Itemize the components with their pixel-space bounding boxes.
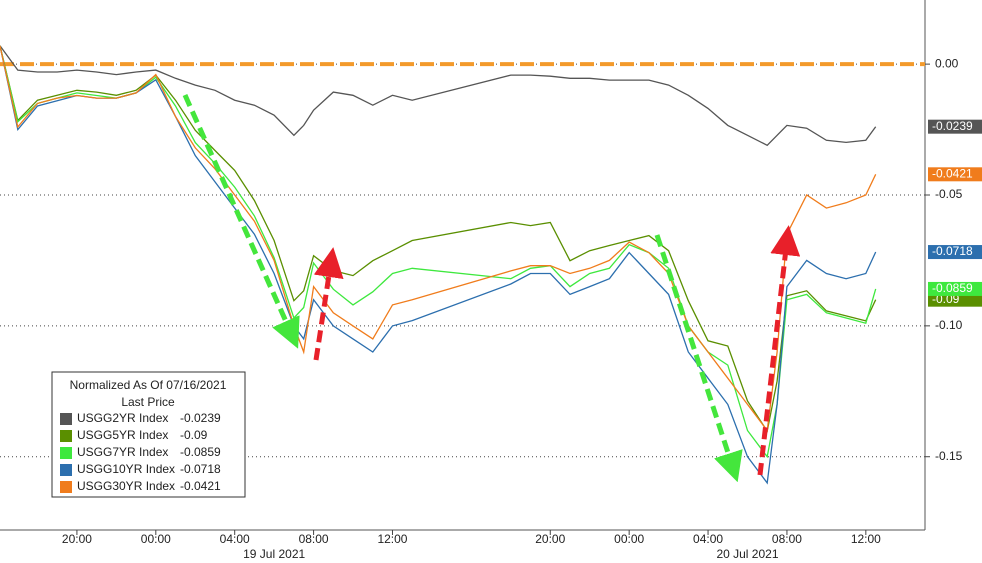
up-arrow [757, 225, 801, 476]
legend-swatch [60, 464, 72, 476]
legend-value: -0.0421 [180, 479, 221, 493]
y-tick-label: -0.15 [935, 449, 963, 463]
x-tick-label: 00:00 [141, 532, 171, 546]
y-tick-label: -0.05 [935, 187, 963, 201]
legend-label: USGG10YR Index [77, 462, 175, 476]
last-price-tag [928, 167, 982, 182]
legend-box [51, 371, 246, 498]
legend-subtitle: Last Price [121, 395, 175, 409]
legend-label: USGG5YR Index [77, 428, 168, 442]
last-price-tag [928, 119, 982, 134]
legend-value: -0.0239 [180, 411, 221, 425]
y-tick-label: -0.10 [935, 318, 963, 332]
legend-value: -0.0718 [180, 462, 221, 476]
x-tick-label: 00:00 [614, 532, 644, 546]
legend-label: USGG2YR Index [77, 411, 168, 425]
x-tick-label: 12:00 [851, 532, 881, 546]
down-arrow [654, 234, 743, 483]
x-tick-label: 08:00 [299, 532, 329, 546]
y-tick-label: 0.00 [935, 56, 959, 70]
legend-swatch [60, 447, 72, 459]
annotation-arrows [182, 93, 801, 483]
last-price-label: -0.0239 [932, 119, 973, 133]
last-price-tag [928, 245, 982, 260]
x-tick-label: 12:00 [377, 532, 407, 546]
x-date-label: 19 Jul 2021 [243, 547, 305, 561]
last-price-label: -0.0421 [932, 166, 973, 180]
legend-swatch [60, 413, 72, 425]
down-arrow [182, 93, 300, 349]
legend-swatch [60, 430, 72, 442]
legend-title: Normalized As Of 07/16/2021 [70, 378, 227, 392]
legend-label: USGG7YR Index [77, 445, 168, 459]
last-price-label: -0.0859 [932, 281, 973, 295]
legend: Normalized As Of 07/16/2021 Last Price U… [51, 371, 246, 498]
legend-value: -0.0859 [180, 445, 221, 459]
legend-swatch [60, 481, 72, 493]
last-price-tag [928, 292, 982, 307]
last-price-label: -0.0718 [932, 244, 973, 258]
x-tick-label: 04:00 [220, 532, 250, 546]
legend-value: -0.09 [180, 428, 208, 442]
series-line [0, 45, 877, 433]
x-date-label: 20 Jul 2021 [716, 547, 778, 561]
x-tick-label: 20:00 [535, 532, 565, 546]
x-tick-label: 08:00 [772, 532, 802, 546]
last-price-tag [928, 281, 982, 296]
x-tick-label: 20:00 [62, 532, 92, 546]
legend-label: USGG30YR Index [77, 479, 175, 493]
series-line [0, 45, 877, 147]
up-arrow [313, 247, 344, 361]
x-tick-label: 04:00 [693, 532, 723, 546]
